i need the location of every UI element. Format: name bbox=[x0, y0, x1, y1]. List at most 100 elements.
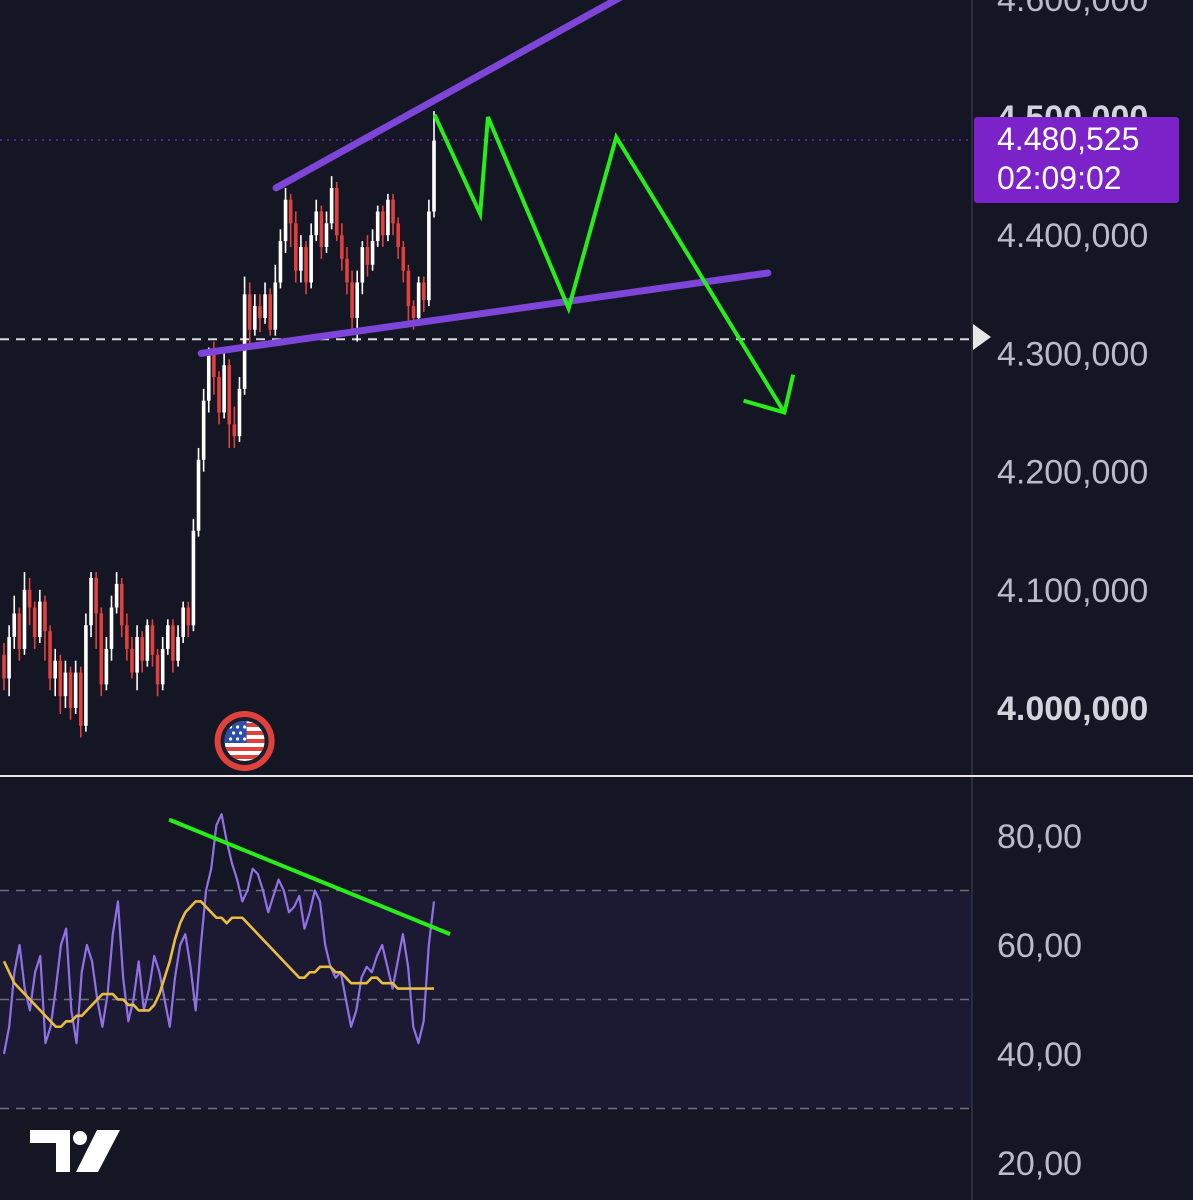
candle-body bbox=[247, 294, 252, 330]
candle-body bbox=[416, 282, 421, 318]
candle-body bbox=[78, 672, 83, 726]
candle-body bbox=[171, 625, 175, 661]
candle-body bbox=[370, 241, 375, 265]
candle-body bbox=[421, 282, 426, 301]
candle-body bbox=[94, 577, 98, 614]
candle-body bbox=[365, 247, 370, 265]
candle-body bbox=[176, 637, 180, 661]
trendline-upper[interactable] bbox=[272, 0, 635, 192]
candle-body bbox=[309, 235, 313, 283]
candle-body bbox=[150, 625, 155, 655]
candle-body bbox=[263, 294, 267, 318]
candle-body bbox=[253, 306, 257, 330]
candle-body bbox=[12, 613, 17, 638]
grid-lines bbox=[0, 139, 972, 1110]
drawing-overlays bbox=[197, 0, 796, 416]
rsi-divergence-trendline[interactable] bbox=[168, 817, 451, 936]
candle-body bbox=[166, 625, 170, 649]
candle-body bbox=[104, 648, 109, 685]
candle-body bbox=[396, 223, 400, 248]
candle-body bbox=[17, 613, 22, 649]
candle-body bbox=[232, 424, 237, 437]
candle-body bbox=[237, 388, 242, 437]
candle-body bbox=[304, 247, 308, 283]
price-tag-background bbox=[974, 117, 1179, 203]
price-axis: 4.600,0004.500,0004.400,0004.300,0004.20… bbox=[997, 0, 1148, 728]
reference-level-handle-icon[interactable] bbox=[973, 324, 991, 350]
candle-body bbox=[293, 223, 298, 271]
tradingview-logo-icon[interactable] bbox=[30, 1130, 120, 1172]
candle-body bbox=[27, 589, 32, 608]
candle-body bbox=[217, 377, 221, 413]
candle-body bbox=[340, 235, 344, 259]
candle-body bbox=[114, 583, 119, 608]
candle-body bbox=[84, 625, 88, 726]
candle-body bbox=[22, 589, 27, 649]
candle-body bbox=[43, 601, 47, 632]
candle-body bbox=[273, 282, 278, 330]
candle-body bbox=[155, 654, 160, 685]
price-axis-tick-label: 4.400,000 bbox=[997, 217, 1148, 255]
price-axis-tick-label: 4.000,000 bbox=[997, 690, 1148, 728]
candle-body bbox=[360, 247, 365, 283]
projection-arrowhead-icon bbox=[743, 374, 796, 416]
candle-body bbox=[89, 577, 93, 626]
candle-body bbox=[212, 353, 216, 378]
candle-body bbox=[181, 607, 185, 638]
candle-body bbox=[427, 211, 431, 301]
candle-body bbox=[125, 625, 129, 649]
rsi-axis-tick-label: 80,00 bbox=[997, 818, 1082, 856]
candle-body bbox=[135, 637, 139, 673]
candle-body bbox=[350, 282, 354, 318]
price-axis-tick-label: 4.300,000 bbox=[997, 335, 1148, 373]
rsi-axis: 80,00 60,00 40,00 20,00 bbox=[997, 818, 1082, 1183]
candle-body bbox=[386, 199, 390, 236]
candle-body bbox=[58, 660, 63, 697]
candle-body bbox=[334, 187, 339, 236]
candle-body bbox=[73, 672, 78, 708]
candlestick-series bbox=[2, 111, 436, 738]
candle-body bbox=[406, 270, 411, 307]
candle-body bbox=[196, 459, 201, 531]
candle-body bbox=[32, 607, 37, 638]
candle-body bbox=[2, 654, 6, 679]
candle-body bbox=[299, 247, 303, 271]
rsi-moving-average-line bbox=[2, 900, 434, 1029]
candle-body bbox=[186, 607, 191, 626]
candle-body bbox=[329, 187, 334, 224]
current-price-label: 4.480,525 bbox=[997, 121, 1139, 157]
candle-body bbox=[191, 530, 196, 626]
rsi-axis-tick-label: 20,00 bbox=[997, 1145, 1082, 1183]
current-price-tag: 4.480,525 02:09:02 bbox=[974, 117, 1179, 203]
candle-body bbox=[432, 140, 436, 212]
candle-body bbox=[375, 211, 380, 242]
trendline-lower[interactable] bbox=[197, 269, 772, 357]
candle-body bbox=[109, 607, 114, 649]
price-axis-tick-label: 4.100,000 bbox=[997, 572, 1148, 610]
candle-body bbox=[401, 247, 406, 271]
candle-body bbox=[140, 637, 145, 661]
candle-body bbox=[391, 199, 395, 224]
candle-body bbox=[242, 294, 247, 389]
countdown-label: 02:09:02 bbox=[997, 160, 1122, 196]
candle-body bbox=[38, 601, 42, 638]
candle-body bbox=[160, 648, 165, 685]
candle-body bbox=[53, 660, 57, 679]
candle-body bbox=[258, 306, 262, 318]
candle-body bbox=[314, 211, 319, 236]
candle-body bbox=[7, 637, 11, 679]
candle-body bbox=[268, 294, 272, 330]
candle-body bbox=[130, 648, 134, 673]
rsi-axis-tick-label: 40,00 bbox=[997, 1036, 1082, 1074]
candle-body bbox=[319, 211, 324, 248]
candle-body bbox=[324, 223, 329, 248]
price-axis-tick-label: 4.600,000 bbox=[997, 0, 1148, 19]
rsi-line bbox=[2, 813, 436, 1055]
candle-body bbox=[222, 365, 226, 413]
projection-path[interactable] bbox=[432, 113, 787, 414]
candle-body bbox=[381, 211, 385, 236]
us-flag-icon[interactable] bbox=[214, 711, 275, 771]
candle-body bbox=[201, 400, 206, 460]
candle-body bbox=[145, 625, 150, 661]
